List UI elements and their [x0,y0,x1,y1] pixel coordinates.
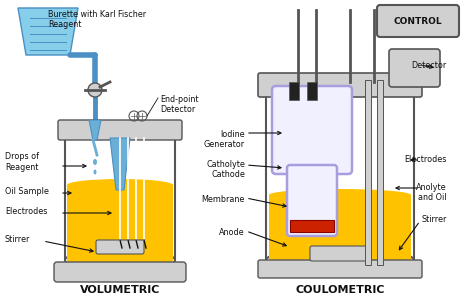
Text: End-point
Detector: End-point Detector [160,95,199,114]
Bar [269,195,411,263]
Text: Catholyte
Cathode: Catholyte Cathode [206,160,245,179]
Text: Anode: Anode [219,228,245,237]
Text: Membrane: Membrane [201,195,245,204]
FancyBboxPatch shape [96,240,144,254]
Text: Electrodes: Electrodes [5,207,47,217]
Ellipse shape [67,179,173,191]
FancyBboxPatch shape [287,165,337,236]
Text: VOLUMETRIC: VOLUMETRIC [80,285,160,295]
FancyBboxPatch shape [58,120,182,140]
Ellipse shape [67,252,173,268]
Bar [266,85,414,260]
Text: CONTROL: CONTROL [394,17,442,25]
Text: Electrodes: Electrodes [405,156,447,165]
Polygon shape [89,120,101,140]
FancyBboxPatch shape [310,246,370,261]
Bar [307,82,317,100]
Ellipse shape [269,250,411,270]
Ellipse shape [66,252,173,268]
Ellipse shape [269,189,411,201]
FancyBboxPatch shape [377,5,459,37]
Bar [67,185,173,260]
Text: Detector: Detector [412,60,447,69]
Polygon shape [18,8,78,55]
Text: Iodine
Generator: Iodine Generator [204,130,245,149]
Ellipse shape [65,250,175,270]
Bar [289,82,299,100]
Ellipse shape [93,169,97,175]
Bar [65,130,175,260]
FancyBboxPatch shape [54,262,186,282]
Text: Anolyte
and Oil: Anolyte and Oil [416,183,447,202]
Text: Drops of
Reagent: Drops of Reagent [5,152,39,172]
Text: Stirrer: Stirrer [422,216,447,224]
FancyBboxPatch shape [258,73,422,97]
Text: Burette with Karl Fischer
Reagent: Burette with Karl Fischer Reagent [48,10,146,29]
Polygon shape [110,138,130,190]
FancyBboxPatch shape [272,86,352,174]
Ellipse shape [266,249,414,271]
Bar [377,80,383,265]
Text: Oil Sample: Oil Sample [5,188,49,197]
Ellipse shape [93,159,97,165]
Text: COULOMETRIC: COULOMETRIC [295,285,385,295]
Circle shape [88,83,102,97]
Text: Stirrer: Stirrer [5,236,30,245]
FancyBboxPatch shape [258,260,422,278]
Bar [290,220,334,232]
Bar [365,80,371,265]
FancyBboxPatch shape [389,49,440,87]
